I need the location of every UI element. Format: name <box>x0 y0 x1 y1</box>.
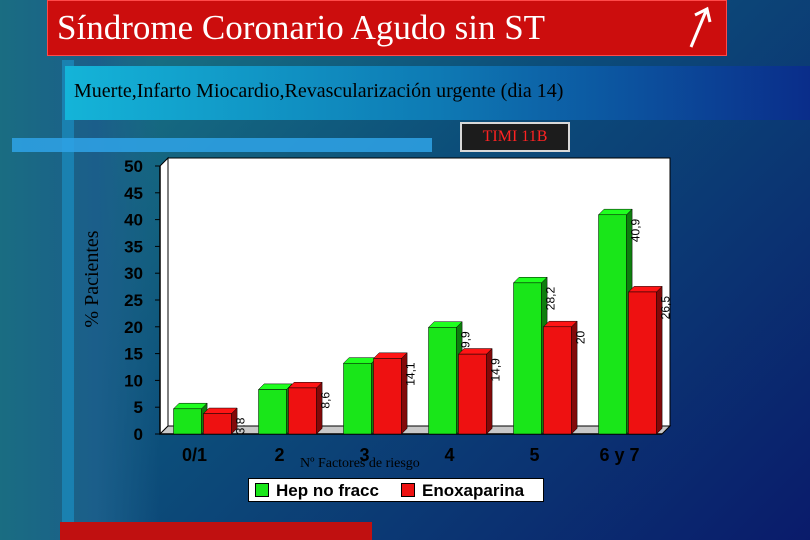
bar-hep <box>173 408 202 435</box>
slide-subtitle: Muerte,Infarto Miocardio,Revascularizaci… <box>74 80 564 102</box>
bar-top-hep <box>342 357 378 364</box>
bar-top-hep <box>257 383 293 390</box>
bar-top-hep <box>597 208 633 216</box>
data-label-hep: 28,2 <box>544 287 558 311</box>
y-tick-label: 15 <box>124 345 143 364</box>
bar-enoxaparina <box>373 358 402 435</box>
y-tick-label: 45 <box>124 184 143 203</box>
bar-hep <box>428 327 457 435</box>
study-badge: TIMI 11B <box>460 122 570 152</box>
x-tick-label: 4 <box>444 445 454 465</box>
plot-side-wall <box>159 156 169 436</box>
bar-top-enoxaparina <box>542 320 578 328</box>
y-tick-label: 40 <box>124 211 143 230</box>
y-tick-label: 5 <box>134 398 143 417</box>
y-axis-title: % Pacientes <box>81 230 103 327</box>
x-tick-label: 2 <box>274 445 284 465</box>
y-tick-label: 0 <box>134 425 143 444</box>
y-tick-label: 30 <box>124 264 143 283</box>
legend-swatch-hep <box>255 483 269 498</box>
bar-enoxaparina <box>458 353 487 435</box>
legend-swatch-enoxaparina <box>401 483 415 498</box>
bar-hep <box>513 282 542 435</box>
chart-legend: Hep no fracc Enoxaparina <box>248 478 544 502</box>
bar-top-enoxaparina <box>372 352 408 359</box>
data-label-enoxaparina: 3,8 <box>234 417 248 434</box>
plot-back-wall <box>167 157 671 427</box>
x-tick-label: 3 <box>359 445 369 465</box>
legend-item-hep: Hep no fracc <box>255 480 379 502</box>
y-tick-label: 35 <box>124 237 143 256</box>
y-tick-label: 10 <box>124 371 143 390</box>
x-axis-title: Nº Factores de riesgo <box>300 456 420 471</box>
title-banner: Síndrome Coronario Agudo sin ST <box>47 0 727 56</box>
bar-hep <box>598 214 627 435</box>
x-tick-label: 6 y 7 <box>599 445 639 465</box>
bar-top-enoxaparina <box>627 286 663 293</box>
bar-hep <box>258 389 287 435</box>
data-label-enoxaparina: 14,1 <box>404 362 418 386</box>
decorative-vertical-stripe <box>62 60 74 540</box>
bar-enoxaparina <box>543 326 572 435</box>
legend-label-enoxaparina: Enoxaparina <box>422 481 525 500</box>
bar-enoxaparina <box>628 291 657 435</box>
up-arrow-icon <box>689 6 712 48</box>
bar-top-enoxaparina <box>202 407 238 414</box>
legend-item-enoxaparina: Enoxaparina <box>401 480 524 502</box>
data-label-enoxaparina: 26,5 <box>659 296 673 320</box>
y-tick-label: 25 <box>124 291 143 310</box>
data-label-enoxaparina: 14,9 <box>489 358 503 382</box>
data-label-enoxaparina: 20 <box>574 330 588 344</box>
x-tick-label: 0/1 <box>182 445 207 465</box>
y-tick-label: 20 <box>124 318 143 337</box>
subtitle-banner: Muerte,Infarto Miocardio,Revascularizaci… <box>65 66 810 120</box>
bar-top-hep <box>512 276 548 284</box>
bar-hep <box>343 362 372 435</box>
bar-top-enoxaparina <box>287 382 323 389</box>
data-label-enoxaparina: 8,6 <box>319 392 333 409</box>
legend-label-hep: Hep no fracc <box>276 481 379 500</box>
data-label-hep: 40,9 <box>629 218 643 242</box>
bar-enoxaparina <box>203 413 232 435</box>
bar-top-enoxaparina <box>457 348 493 355</box>
decorative-bottom-bar <box>60 522 372 540</box>
bar-top-hep <box>172 402 208 410</box>
bar-enoxaparina <box>288 387 317 435</box>
slide-title: Síndrome Coronario Agudo sin ST <box>57 8 546 47</box>
decorative-horizontal-stripe <box>12 138 432 152</box>
y-tick-label: 50 <box>124 157 143 176</box>
x-tick-label: 5 <box>529 445 539 465</box>
bar-top-hep <box>427 321 463 328</box>
